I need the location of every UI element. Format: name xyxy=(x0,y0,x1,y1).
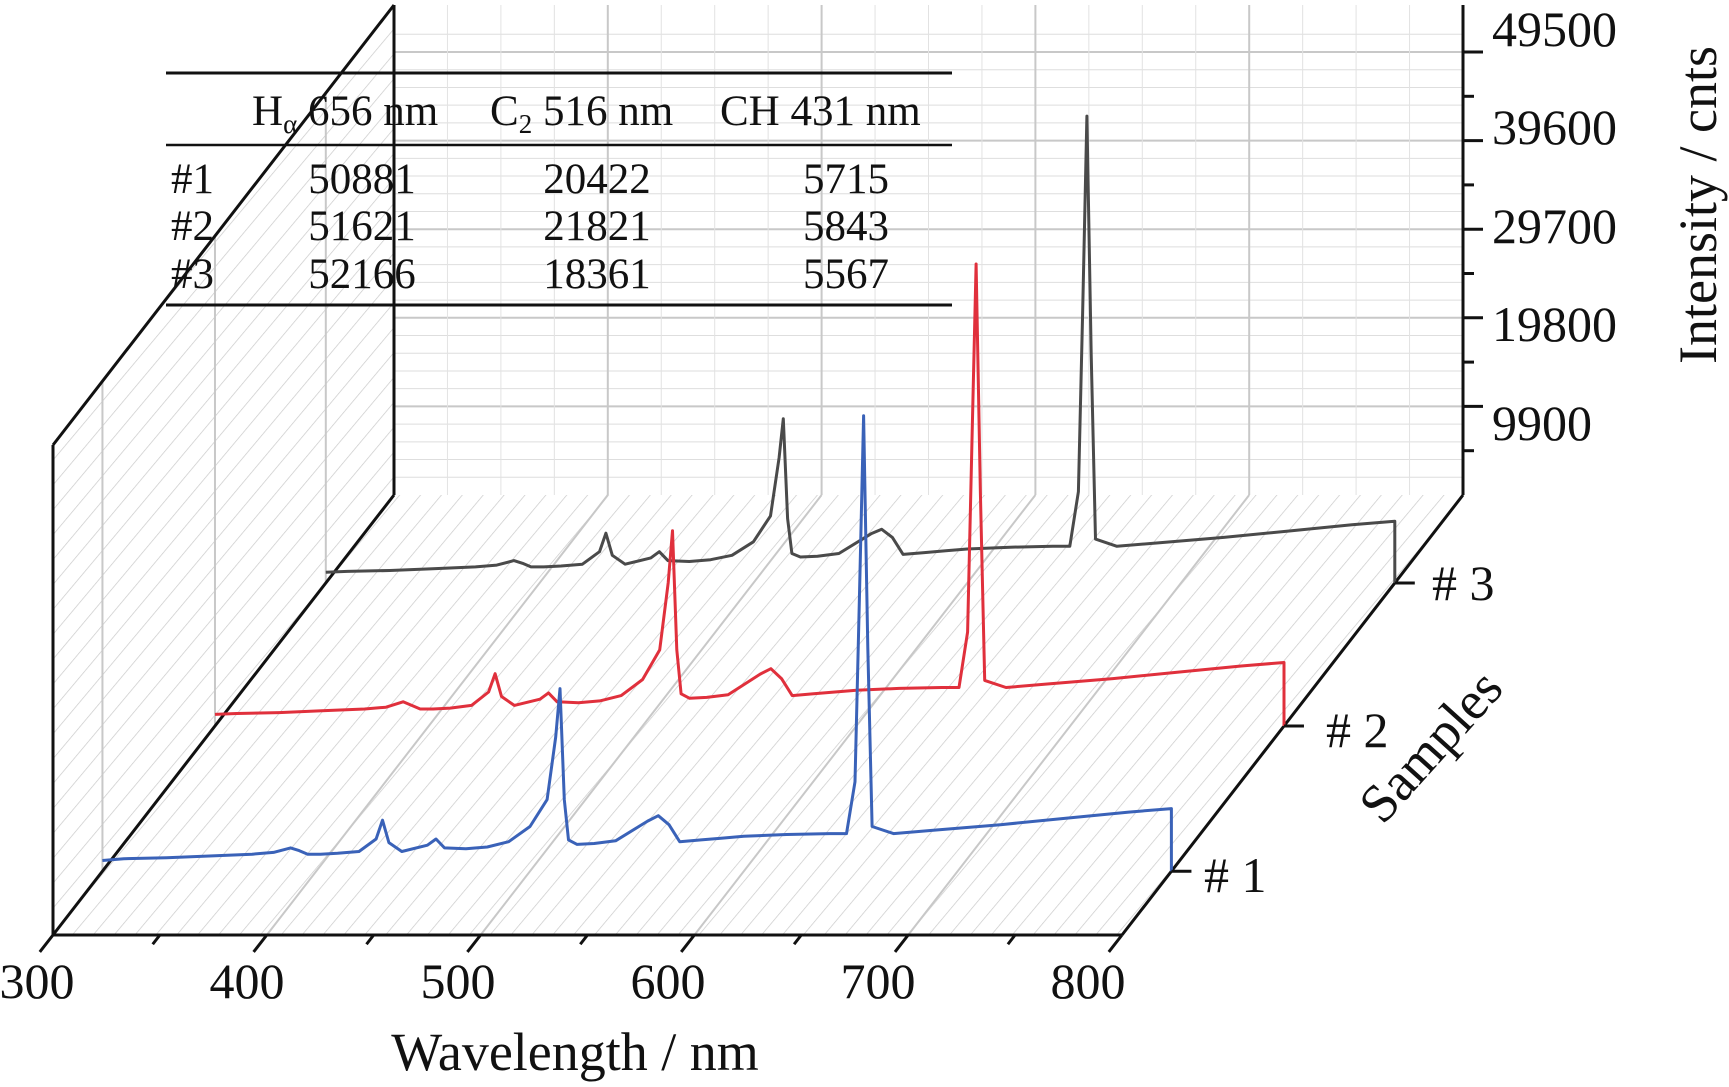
x-tick-mark xyxy=(893,934,910,953)
table-cell: 52166 xyxy=(308,251,416,298)
chart-panels xyxy=(53,5,1463,935)
table-row-label: #2 xyxy=(171,203,214,250)
y-tick-label: 19800 xyxy=(1492,296,1617,352)
z-axis-line xyxy=(1120,494,1465,936)
series-lines xyxy=(102,114,1397,872)
series-line xyxy=(325,114,1397,583)
tick-marks xyxy=(38,50,1483,953)
z-tick-label: # 3 xyxy=(1432,555,1495,611)
x-tick-mark xyxy=(1006,934,1017,946)
x-tick-mark xyxy=(579,934,589,946)
side-top-edge xyxy=(51,4,396,446)
x-tick-label: 600 xyxy=(631,953,706,1009)
series-line xyxy=(102,414,1173,872)
side-panel xyxy=(53,5,394,935)
floor-gridline xyxy=(266,494,609,936)
x-tick-mark xyxy=(252,934,268,953)
x-tick-mark xyxy=(680,934,696,953)
table-header-c2: C2 516 nm xyxy=(490,88,673,139)
x-tick-label: 400 xyxy=(210,953,285,1009)
z-tick-label: # 2 xyxy=(1326,702,1389,758)
x-tick-mark xyxy=(792,934,803,946)
y-tick-label: 9900 xyxy=(1492,395,1592,451)
z-tick-label: # 1 xyxy=(1204,847,1267,903)
x-tick-mark xyxy=(365,934,375,946)
y-tick-label: 49500 xyxy=(1492,1,1617,57)
x-tick-mark xyxy=(151,934,162,946)
y-tick-label: 29700 xyxy=(1492,198,1617,254)
table-cell: 5567 xyxy=(803,251,889,298)
table-header-h-alpha: Hα 656 nm xyxy=(252,88,438,139)
x-tick-mark xyxy=(38,934,55,953)
series-line xyxy=(214,262,1286,726)
x-tick-label: 700 xyxy=(841,953,916,1009)
table-cell: 20422 xyxy=(543,156,651,203)
table-row-label: #3 xyxy=(171,251,214,298)
y-axis-title: Intensity / cnts xyxy=(1668,46,1728,364)
x-tick-label: 800 xyxy=(1051,953,1126,1009)
floor-panel xyxy=(53,495,1463,935)
x-tick-mark xyxy=(466,934,482,953)
table-cell: 50881 xyxy=(308,156,416,203)
table-cell: 21821 xyxy=(543,203,651,250)
x-tick-label: 500 xyxy=(421,953,496,1009)
y-tick-label: 39600 xyxy=(1492,99,1617,155)
inset-table: Hα 656 nm C2 516 nm CH 431 nm #1 50881 2… xyxy=(166,71,952,307)
floor-gridline xyxy=(907,494,1250,936)
table-cell: 51621 xyxy=(308,203,416,250)
x-tick-label: 300 xyxy=(0,953,75,1009)
floor-gridline xyxy=(693,494,1037,936)
x-axis-title: Wavelength / nm xyxy=(391,1022,759,1082)
table-cell: 5843 xyxy=(803,203,889,250)
table-row-label: #1 xyxy=(171,156,214,203)
floor-gridline xyxy=(479,494,823,936)
x-tick-mark xyxy=(1107,934,1124,953)
table-header-ch: CH 431 nm xyxy=(720,88,921,135)
table-cell: 5715 xyxy=(803,156,889,203)
table-cell: 18361 xyxy=(543,251,651,298)
